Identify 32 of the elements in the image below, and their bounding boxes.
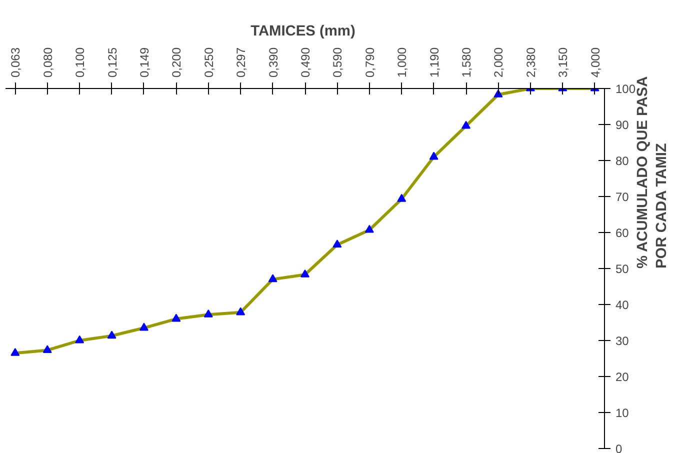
y-tick-label: 80 (616, 154, 630, 168)
x-tick-label: 0,063 (8, 47, 23, 78)
y-tick-label: 100 (616, 82, 636, 96)
y-axis-title: % ACUMULADO QUE PASA POR CADA TAMIZ (634, 76, 670, 268)
y-tick-label: 60 (616, 226, 630, 240)
y-tick-label: 40 (616, 298, 630, 312)
y-tick-label: 90 (616, 118, 630, 132)
y-tick-label: 20 (616, 370, 630, 384)
x-tick-label: 1,580 (460, 47, 474, 78)
x-tick-label: 2,000 (492, 47, 506, 78)
x-tick-label: 0,080 (40, 47, 55, 78)
x-tick-label: 0,297 (234, 47, 248, 78)
x-tick-label: 0,200 (170, 47, 184, 78)
x-tick-label: 1,000 (395, 47, 410, 78)
x-tick-label: 4,000 (588, 47, 602, 78)
x-tick-label: 2,380 (524, 47, 538, 78)
x-tick-label: 3,150 (556, 47, 570, 78)
y-tick-label: 0 (616, 442, 622, 453)
x-tick-label: 0,390 (266, 47, 280, 78)
x-tick-label: 0,250 (202, 47, 216, 78)
x-tick-label: 0,125 (105, 47, 120, 78)
x-tick-label: 1,190 (427, 47, 442, 78)
x-tick-label: 0,100 (73, 47, 88, 78)
y-tick-label: 70 (616, 190, 630, 204)
y-tick-label: 30 (616, 334, 630, 348)
x-axis-title: TAMICES (mm) (250, 23, 356, 40)
y-tick-label: 50 (616, 262, 630, 276)
x-tick-label: 0,490 (298, 47, 312, 78)
x-tick-label: 0,790 (362, 47, 377, 78)
x-tick-label: 0,590 (330, 47, 345, 78)
x-tick-label: 0,149 (137, 47, 152, 78)
y-tick-label: 10 (616, 406, 630, 420)
